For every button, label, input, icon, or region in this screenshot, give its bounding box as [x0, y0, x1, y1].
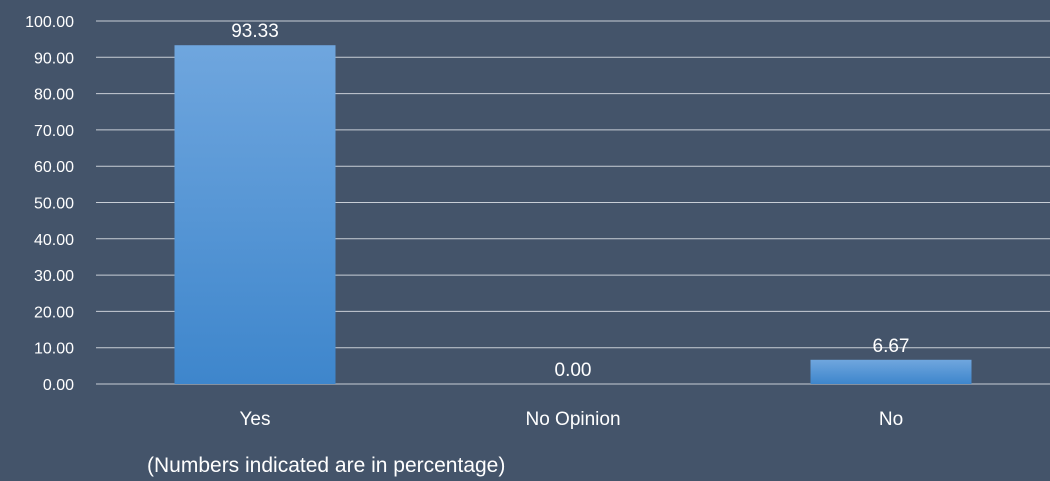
bar-no: [810, 359, 972, 384]
y-tick-label: 30.00: [34, 268, 74, 285]
category-label: No Opinion: [525, 409, 620, 430]
y-tick-label: 100.00: [25, 14, 74, 31]
y-axis-tick-labels: 0.00 10.00 20.00 30.00 40.00 50.00 60.00 70.00 8…: [25, 14, 74, 394]
category-label: Yes: [240, 409, 271, 430]
y-tick-label: 40.00: [34, 232, 74, 249]
y-tick-label: 90.00: [34, 50, 74, 67]
y-tick-label: 60.00: [34, 159, 74, 176]
data-labels: 93.33 0.00 6.67: [231, 21, 909, 381]
y-tick-label: 10.00: [34, 341, 74, 358]
data-label: 93.33: [231, 21, 279, 42]
y-tick-label: 20.00: [34, 304, 74, 321]
bar-yes: [174, 45, 336, 385]
percentage-note: (Numbers indicated are in percentage): [147, 454, 505, 477]
data-label: 0.00: [555, 360, 592, 381]
y-tick-label: 80.00: [34, 87, 74, 104]
y-tick-label: 0.00: [43, 377, 74, 394]
x-axis-category-labels: Yes No Opinion No: [240, 409, 904, 430]
bars: [174, 45, 972, 385]
data-label: 6.67: [873, 336, 910, 357]
y-tick-label: 70.00: [34, 123, 74, 140]
category-label: No: [879, 409, 903, 430]
y-tick-label: 50.00: [34, 196, 74, 213]
